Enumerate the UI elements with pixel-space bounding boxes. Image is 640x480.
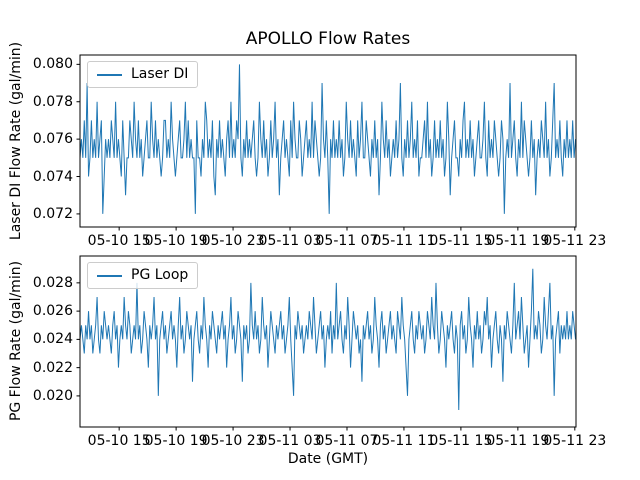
x-axis-label: Date (GMT) [287,451,369,467]
x-tick-label: 05-11 23 [543,433,607,449]
legend-line-sample-pg-loop [97,274,122,277]
x-tick-label: 05-10 19 [144,433,208,449]
y-tick-label: 0.026 [32,303,73,320]
x-tick-label: 05-11 15 [429,233,493,249]
x-tick-label: 05-11 07 [315,433,379,449]
y-tick-label: 0.022 [32,359,73,376]
laser-di-series-line [79,64,577,214]
y-tick-label: 0.028 [32,274,73,291]
legend-line-sample-laser-di [97,73,122,76]
x-tick-label: 05-11 03 [258,433,322,449]
legend-laser-di: Laser DI [87,61,199,88]
x-tick-label: 05-11 23 [543,233,607,249]
x-tick-label: 05-11 19 [486,233,550,249]
x-tick-label: 05-11 11 [372,233,436,249]
axes-spine [79,255,577,428]
y-tick-label: 0.024 [32,331,73,348]
pg-loop-series-line [79,268,577,411]
bottom-y-axis-label: PG Flow Rate (gal/min) [8,260,24,422]
y-tick-label: 0.072 [32,205,73,222]
y-tick-label: 0.074 [32,168,73,185]
x-tick-label: 05-11 19 [486,433,550,449]
x-tick-label: 05-10 15 [87,233,151,249]
x-tick-label: 05-10 23 [201,433,265,449]
x-tick-label: 05-11 03 [258,233,322,249]
x-tick-label: 05-10 19 [144,233,208,249]
axes-spine [79,54,577,228]
figure-title: APOLLO Flow Rates [245,29,411,49]
x-tick-label: 05-10 15 [87,433,151,449]
x-tick-label: 05-11 07 [315,233,379,249]
y-tick-label: 0.080 [32,56,73,73]
y-tick-label: 0.078 [32,93,73,110]
legend-pg-loop: PG Loop [87,262,199,289]
legend-label-pg-loop: PG Loop [131,267,189,283]
x-tick-label: 05-11 11 [372,433,436,449]
y-tick-label: 0.076 [32,131,73,148]
y-tick-label: 0.020 [32,387,73,404]
legend-label-laser-di: Laser DI [131,66,189,82]
x-tick-label: 05-10 23 [201,233,265,249]
top-y-axis-label: Laser DI Flow Rate (gal/min) [8,41,24,241]
x-tick-label: 05-11 15 [429,433,493,449]
